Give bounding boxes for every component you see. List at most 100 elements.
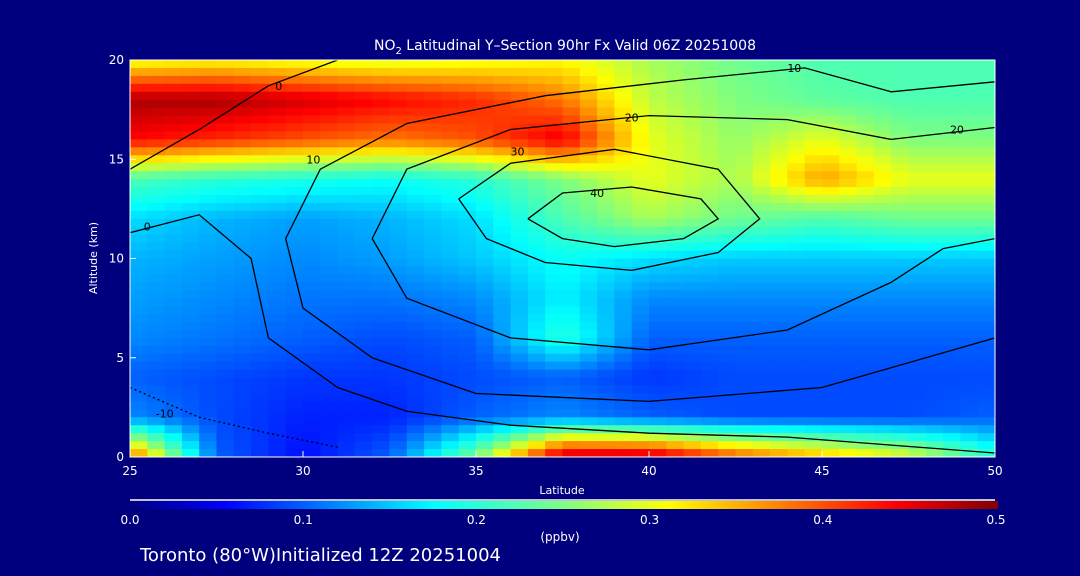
heatmap-cell: [320, 147, 339, 156]
heatmap-cell: [839, 385, 858, 395]
heatmap-cell: [424, 282, 442, 291]
heatmap-cell: [251, 314, 269, 323]
heatmap-cell: [873, 425, 892, 434]
heatmap-cell: [804, 155, 823, 164]
heatmap-cell: [787, 425, 806, 434]
heatmap-cell: [233, 187, 252, 196]
heatmap-cell: [216, 123, 235, 133]
heatmap-cell: [943, 194, 961, 204]
heatmap-cell: [389, 425, 408, 434]
heatmap-cell: [147, 417, 166, 426]
y-tick-label: 5: [116, 351, 124, 365]
heatmap-cell: [597, 75, 615, 85]
heatmap-cell: [181, 139, 200, 148]
heatmap-cell: [130, 266, 148, 275]
heatmap-cell: [164, 131, 183, 140]
heatmap-cell: [977, 115, 995, 125]
heatmap-cell: [389, 163, 408, 172]
heatmap-cell: [891, 290, 910, 299]
heatmap-cell: [718, 218, 737, 228]
heatmap-cell: [130, 385, 148, 395]
heatmap-cell: [787, 91, 806, 101]
heatmap-cell: [337, 163, 356, 172]
heatmap-cell: [804, 266, 823, 275]
heatmap-cell: [666, 250, 685, 260]
heatmap-cell: [216, 242, 235, 252]
heatmap-cell: [891, 345, 910, 355]
heatmap-cell: [389, 274, 408, 283]
heatmap-cell: [199, 234, 218, 244]
heatmap-cell: [908, 226, 927, 236]
heatmap-cell: [320, 385, 339, 395]
heatmap-cell: [406, 409, 425, 418]
heatmap-cell: [233, 290, 252, 299]
heatmap-cell: [770, 194, 788, 204]
heatmap-cell: [925, 266, 944, 275]
heatmap-cell: [666, 409, 685, 418]
heatmap-cell: [199, 91, 218, 101]
heatmap-cell: [735, 298, 754, 307]
heatmap-cell: [804, 337, 823, 347]
heatmap-cell: [493, 147, 512, 156]
heatmap-cell: [579, 123, 598, 133]
heatmap-cell: [372, 115, 391, 125]
heatmap-cell: [510, 139, 529, 148]
heatmap-cell: [164, 99, 183, 109]
heatmap-cell: [839, 163, 858, 172]
heatmap-cell: [770, 353, 788, 363]
heatmap-cell: [683, 131, 702, 140]
heatmap-cell: [303, 401, 321, 410]
heatmap-cell: [164, 91, 183, 101]
heatmap-cell: [770, 385, 788, 395]
heatmap-cell: [527, 441, 546, 450]
heatmap-cell: [770, 449, 788, 457]
heatmap-cell: [476, 218, 494, 228]
heatmap-cell: [493, 67, 512, 77]
heatmap-cell: [372, 155, 391, 164]
heatmap-cell: [320, 75, 339, 85]
heatmap-cell: [752, 107, 771, 117]
heatmap-cell: [925, 123, 944, 133]
heatmap-cell: [735, 163, 754, 172]
heatmap-cell: [545, 123, 564, 133]
heatmap-cell: [631, 409, 650, 418]
heatmap-cell: [649, 385, 667, 395]
heatmap-cell: [285, 274, 304, 283]
heatmap-cell: [787, 377, 806, 387]
heatmap-cell: [977, 298, 995, 307]
heatmap-cell: [943, 369, 961, 379]
heatmap-cell: [199, 115, 218, 125]
heatmap-cell: [597, 123, 615, 133]
heatmap-cell: [597, 67, 615, 77]
heatmap-cell: [527, 337, 546, 347]
heatmap-cell: [510, 377, 529, 387]
heatmap-cell: [510, 115, 529, 125]
heatmap-cell: [649, 290, 667, 299]
heatmap-cell: [372, 202, 391, 212]
heatmap-cell: [960, 441, 979, 450]
heatmap-cell: [597, 155, 615, 164]
heatmap-cell: [424, 131, 442, 140]
heatmap-cell: [579, 131, 598, 140]
heatmap-cell: [372, 99, 391, 109]
heatmap-cell: [562, 250, 581, 260]
heatmap-cell: [424, 202, 442, 212]
heatmap-cell: [562, 369, 581, 379]
heatmap-cell: [130, 250, 148, 260]
heatmap-cell: [770, 266, 788, 275]
heatmap-cell: [303, 449, 321, 457]
heatmap-cell: [822, 234, 840, 244]
heatmap-cell: [908, 393, 927, 403]
heatmap-cell: [649, 425, 667, 434]
heatmap-cell: [804, 385, 823, 395]
heatmap-cell: [389, 314, 408, 323]
heatmap-cell: [960, 274, 979, 283]
heatmap-cell: [891, 409, 910, 418]
heatmap-cell: [354, 91, 373, 101]
heatmap-cell: [545, 417, 564, 426]
heatmap-cell: [856, 433, 875, 442]
heatmap-cell: [718, 393, 737, 403]
heatmap-cell: [925, 441, 944, 450]
heatmap-cell: [891, 266, 910, 275]
heatmap-cell: [424, 401, 442, 410]
